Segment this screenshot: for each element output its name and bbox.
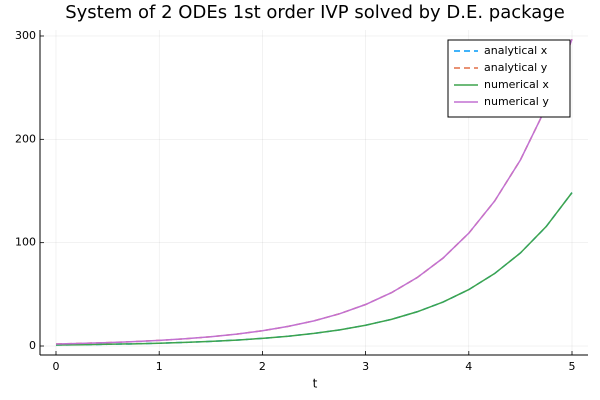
legend-label: numerical y xyxy=(484,95,549,108)
x-tick-label: 2 xyxy=(259,360,266,373)
x-tick-label: 5 xyxy=(569,360,576,373)
legend-label: analytical x xyxy=(484,44,548,57)
legend-box xyxy=(447,39,571,118)
y-tick-label: 300 xyxy=(15,29,36,42)
series-line xyxy=(55,39,573,345)
x-tick-label: 3 xyxy=(362,360,369,373)
y-tick-label: 100 xyxy=(15,236,36,249)
chart-title: System of 2 ODEs 1st order IVP solved by… xyxy=(65,2,565,23)
x-tick-label: 1 xyxy=(156,360,163,373)
legend-label: analytical y xyxy=(484,61,548,74)
series-line xyxy=(55,192,573,346)
y-tick-label: 200 xyxy=(15,132,36,145)
legend: analytical x analytical y numerical x numer… xyxy=(447,39,571,118)
series-line xyxy=(55,192,573,346)
x-tick-label: 4 xyxy=(465,360,472,373)
x-axis-label: t xyxy=(313,377,318,391)
legend-label: numerical x xyxy=(484,78,549,91)
y-tick-label: 0 xyxy=(29,339,36,352)
x-tick-label: 0 xyxy=(52,360,59,373)
